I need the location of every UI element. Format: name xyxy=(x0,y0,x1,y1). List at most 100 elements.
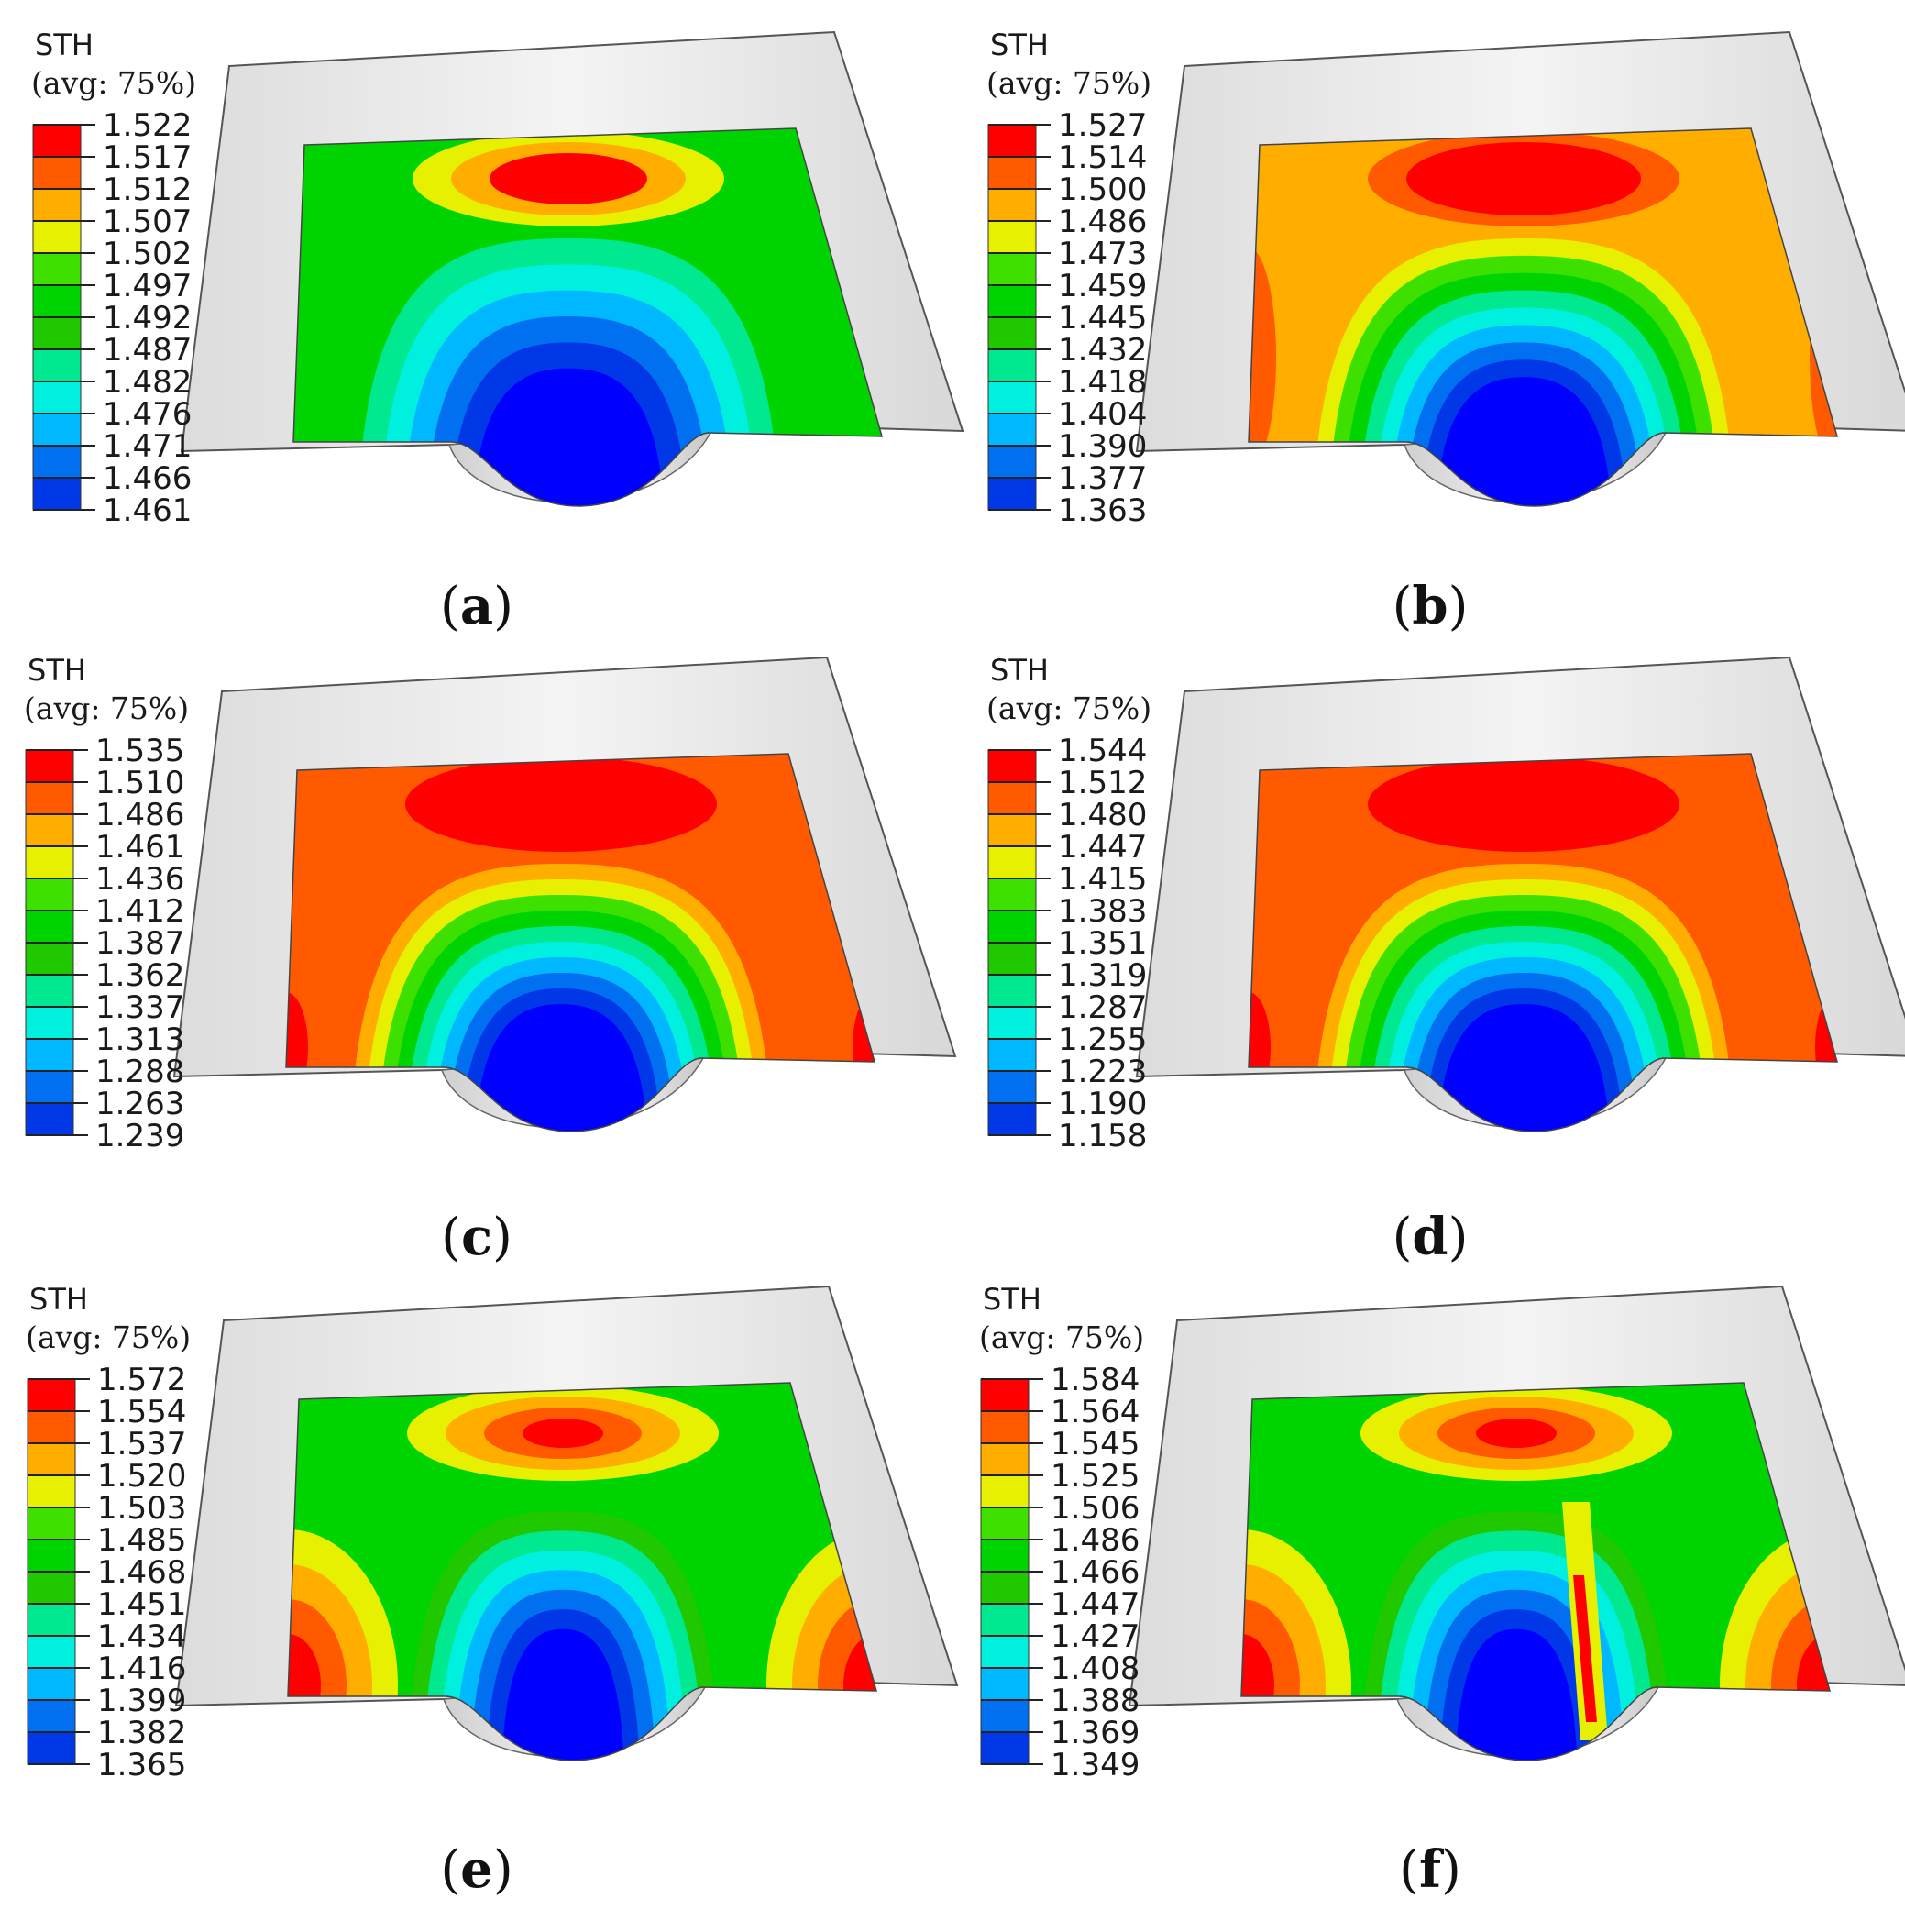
legend-subtitle: (avg: 75%) xyxy=(986,690,1151,726)
colorbar-tick-label: 1.415 xyxy=(1058,861,1147,898)
panel-f: STH(avg: 75%)1.5841.5641.5451.5251.5061.… xyxy=(979,1282,1905,1783)
colorbar-band xyxy=(988,878,1036,911)
legend-subtitle: (avg: 75%) xyxy=(986,65,1151,101)
colorbar-tick-label: 1.369 xyxy=(1051,1715,1140,1751)
colorbar-tick-label: 1.451 xyxy=(97,1586,186,1623)
colorbar-tick-label: 1.351 xyxy=(1058,925,1147,962)
colorbar-band xyxy=(28,1507,75,1540)
colorbar-tick-label: 1.447 xyxy=(1051,1586,1140,1623)
colorbar-tick-label: 1.313 xyxy=(95,1021,184,1058)
colorbar-band xyxy=(981,1443,1029,1475)
caption-letter: d xyxy=(1412,1207,1448,1267)
colorbar-band xyxy=(28,1636,75,1668)
colorbar-tick-label: 1.363 xyxy=(1058,492,1147,529)
colorbar-tick-label: 1.288 xyxy=(95,1054,184,1090)
colorbar-band xyxy=(981,1604,1029,1636)
colorbar-band xyxy=(26,975,73,1007)
panel-e: STH(avg: 75%)1.5721.5541.5371.5201.5031.… xyxy=(26,1282,959,1783)
colorbar-band xyxy=(33,446,81,478)
colorbar-tick-label: 1.512 xyxy=(103,171,192,208)
colorbar-tick-label: 1.263 xyxy=(95,1086,184,1122)
legend-subtitle: (avg: 75%) xyxy=(24,690,189,726)
colorbar-band xyxy=(33,221,81,253)
legend-subtitle: (avg: 75%) xyxy=(26,1319,191,1355)
colorbar-tick-label: 1.445 xyxy=(1058,300,1147,337)
legend-subtitle: (avg: 75%) xyxy=(979,1319,1144,1355)
hotspot-band xyxy=(490,153,647,204)
colorbar-tick-label: 1.514 xyxy=(1058,139,1147,176)
colorbar-band xyxy=(33,349,81,381)
caption-letter: e xyxy=(460,1839,493,1900)
panel-caption: (c) xyxy=(441,1207,512,1267)
colorbar-band xyxy=(28,1475,75,1507)
colorbar-tick-label: 1.388 xyxy=(1051,1683,1140,1719)
caption-letter: f xyxy=(1419,1839,1445,1900)
colorbar-tick-label: 1.486 xyxy=(1051,1522,1140,1559)
colorbar-tick-label: 1.466 xyxy=(103,460,192,497)
caption-letter: c xyxy=(461,1207,492,1267)
colorbar-tick-label: 1.485 xyxy=(97,1522,186,1559)
hotspot-band xyxy=(1406,142,1641,215)
deformed-region-outline xyxy=(1248,127,1838,507)
colorbar-band xyxy=(981,1636,1029,1668)
colorbar-band xyxy=(28,1668,75,1700)
colorbar-tick-label: 1.520 xyxy=(97,1458,186,1495)
colorbar-band xyxy=(26,750,73,782)
panel-d: STH(avg: 75%)1.5441.5121.4801.4471.4151.… xyxy=(986,653,1905,1154)
colorbar-band xyxy=(988,750,1036,782)
colorbar-band xyxy=(981,1475,1029,1507)
colorbar-tick-label: 1.418 xyxy=(1058,364,1147,401)
caption-close: ) xyxy=(493,1840,513,1900)
hotspot-band xyxy=(405,756,717,852)
colorbar-tick-label: 1.572 xyxy=(97,1362,186,1398)
legend: STH(avg: 75%)1.5221.5171.5121.5071.5021.… xyxy=(31,28,196,529)
panel-caption: (b) xyxy=(1393,576,1469,636)
panel-a: STH(avg: 75%)1.5221.5171.5121.5071.5021.… xyxy=(31,28,964,529)
colorbar-band xyxy=(988,189,1036,221)
panel-c: STH(avg: 75%)1.5351.5101.4861.4611.4361.… xyxy=(24,653,957,1154)
colorbar-tick-label: 1.512 xyxy=(1058,765,1147,801)
hotspot-band xyxy=(1476,1419,1557,1448)
colorbar-tick-label: 1.564 xyxy=(1051,1394,1140,1430)
colorbar-tick-label: 1.584 xyxy=(1051,1362,1140,1398)
caption-close: ) xyxy=(1448,577,1469,636)
colorbar-tick-label: 1.527 xyxy=(1058,107,1147,144)
colorbar-tick-label: 1.319 xyxy=(1058,957,1147,994)
colorbar-tick-label: 1.461 xyxy=(103,492,192,529)
colorbar-tick-label: 1.432 xyxy=(1058,332,1147,369)
colorbar-tick-label: 1.365 xyxy=(97,1747,186,1783)
caption-open: ( xyxy=(440,577,460,636)
colorbar-tick-label: 1.434 xyxy=(97,1618,186,1655)
colorbar-band xyxy=(28,1540,75,1572)
colorbar-band xyxy=(988,1071,1036,1103)
colorbar-band xyxy=(988,814,1036,846)
colorbar-band xyxy=(988,1103,1036,1135)
legend-title: STH xyxy=(29,1282,88,1317)
colorbar-band xyxy=(988,125,1036,157)
colorbar-tick-label: 1.412 xyxy=(95,893,184,930)
caption-close: ) xyxy=(492,1208,512,1267)
colorbar-band xyxy=(988,943,1036,975)
colorbar-tick-label: 1.239 xyxy=(95,1118,184,1154)
colorbar-tick-label: 1.480 xyxy=(1058,797,1147,834)
colorbar-band xyxy=(33,125,81,157)
hotspot-band xyxy=(1368,756,1679,852)
colorbar-tick-label: 1.471 xyxy=(103,428,192,465)
colorbar-band xyxy=(28,1732,75,1764)
colorbar-tick-label: 1.486 xyxy=(95,797,184,834)
colorbar-band xyxy=(981,1411,1029,1443)
colorbar-tick-label: 1.399 xyxy=(97,1683,186,1719)
colorbar-band xyxy=(33,285,81,317)
colorbar-band xyxy=(988,975,1036,1007)
deformed-region-outline xyxy=(285,753,875,1132)
colorbar-band xyxy=(988,317,1036,349)
colorbar-tick-label: 1.510 xyxy=(95,765,184,801)
colorbar-band xyxy=(988,1007,1036,1039)
colorbar-band xyxy=(33,381,81,414)
colorbar-band xyxy=(988,1039,1036,1071)
corner-band xyxy=(1249,248,1276,468)
legend-title: STH xyxy=(990,653,1049,688)
colorbar-band xyxy=(26,943,73,975)
colorbar-tick-label: 1.466 xyxy=(1051,1554,1140,1591)
